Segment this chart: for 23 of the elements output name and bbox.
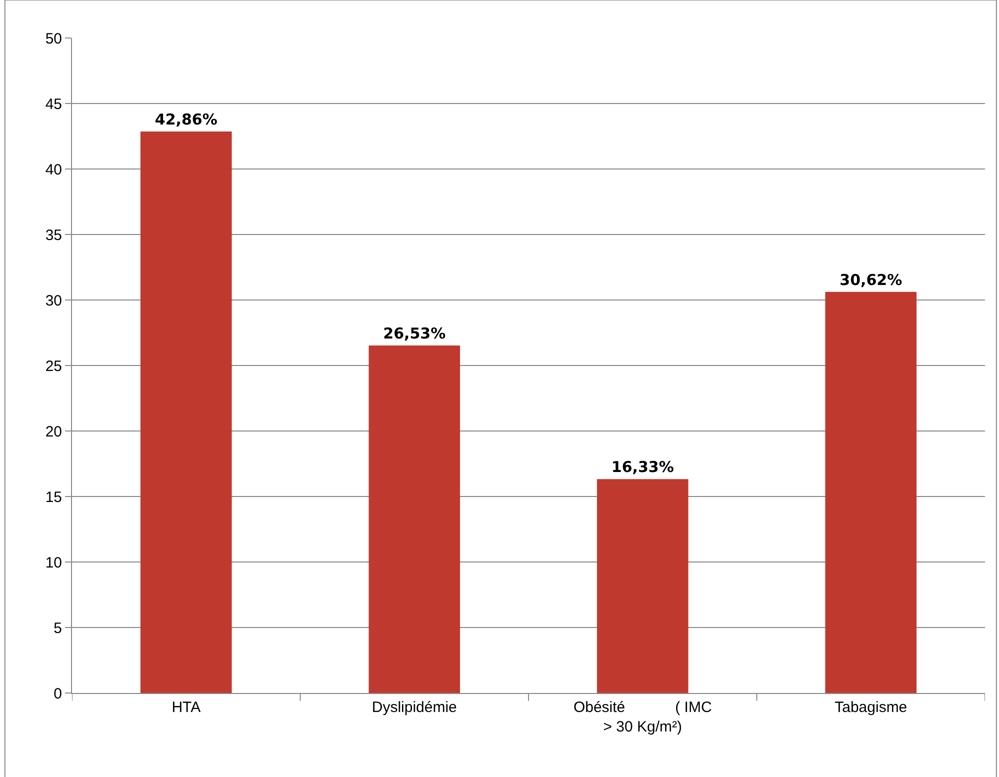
y-tick-label: 25 xyxy=(45,358,62,375)
y-tick-label: 40 xyxy=(45,161,62,178)
bar xyxy=(825,292,917,693)
x-tick-label: HTA xyxy=(172,699,201,716)
y-tick-label: 0 xyxy=(54,685,62,702)
y-tick-label: 15 xyxy=(45,488,62,506)
y-tick-label: 45 xyxy=(45,96,62,113)
x-tick-label: Tabagisme xyxy=(834,699,908,716)
y-tick-label: 10 xyxy=(45,554,62,572)
bar xyxy=(368,345,460,693)
bar xyxy=(596,479,688,693)
x-tick-label: Dyslipidémie xyxy=(372,699,457,716)
bar xyxy=(140,132,232,693)
data-label: 26,53% xyxy=(383,324,446,342)
data-label: 16,33% xyxy=(611,458,674,476)
x-tick-label: Obésité ( IMC > 30 Kg/m²) xyxy=(573,699,712,736)
y-tick-label: 5 xyxy=(54,620,62,637)
data-label: 42,86% xyxy=(154,110,218,129)
y-tick-label: 20 xyxy=(45,423,62,440)
y-tick-label: 30 xyxy=(45,292,62,310)
data-label: 30,62% xyxy=(840,270,902,289)
y-tick-label: 50 xyxy=(45,30,62,48)
y-tick-label: 35 xyxy=(45,226,62,244)
